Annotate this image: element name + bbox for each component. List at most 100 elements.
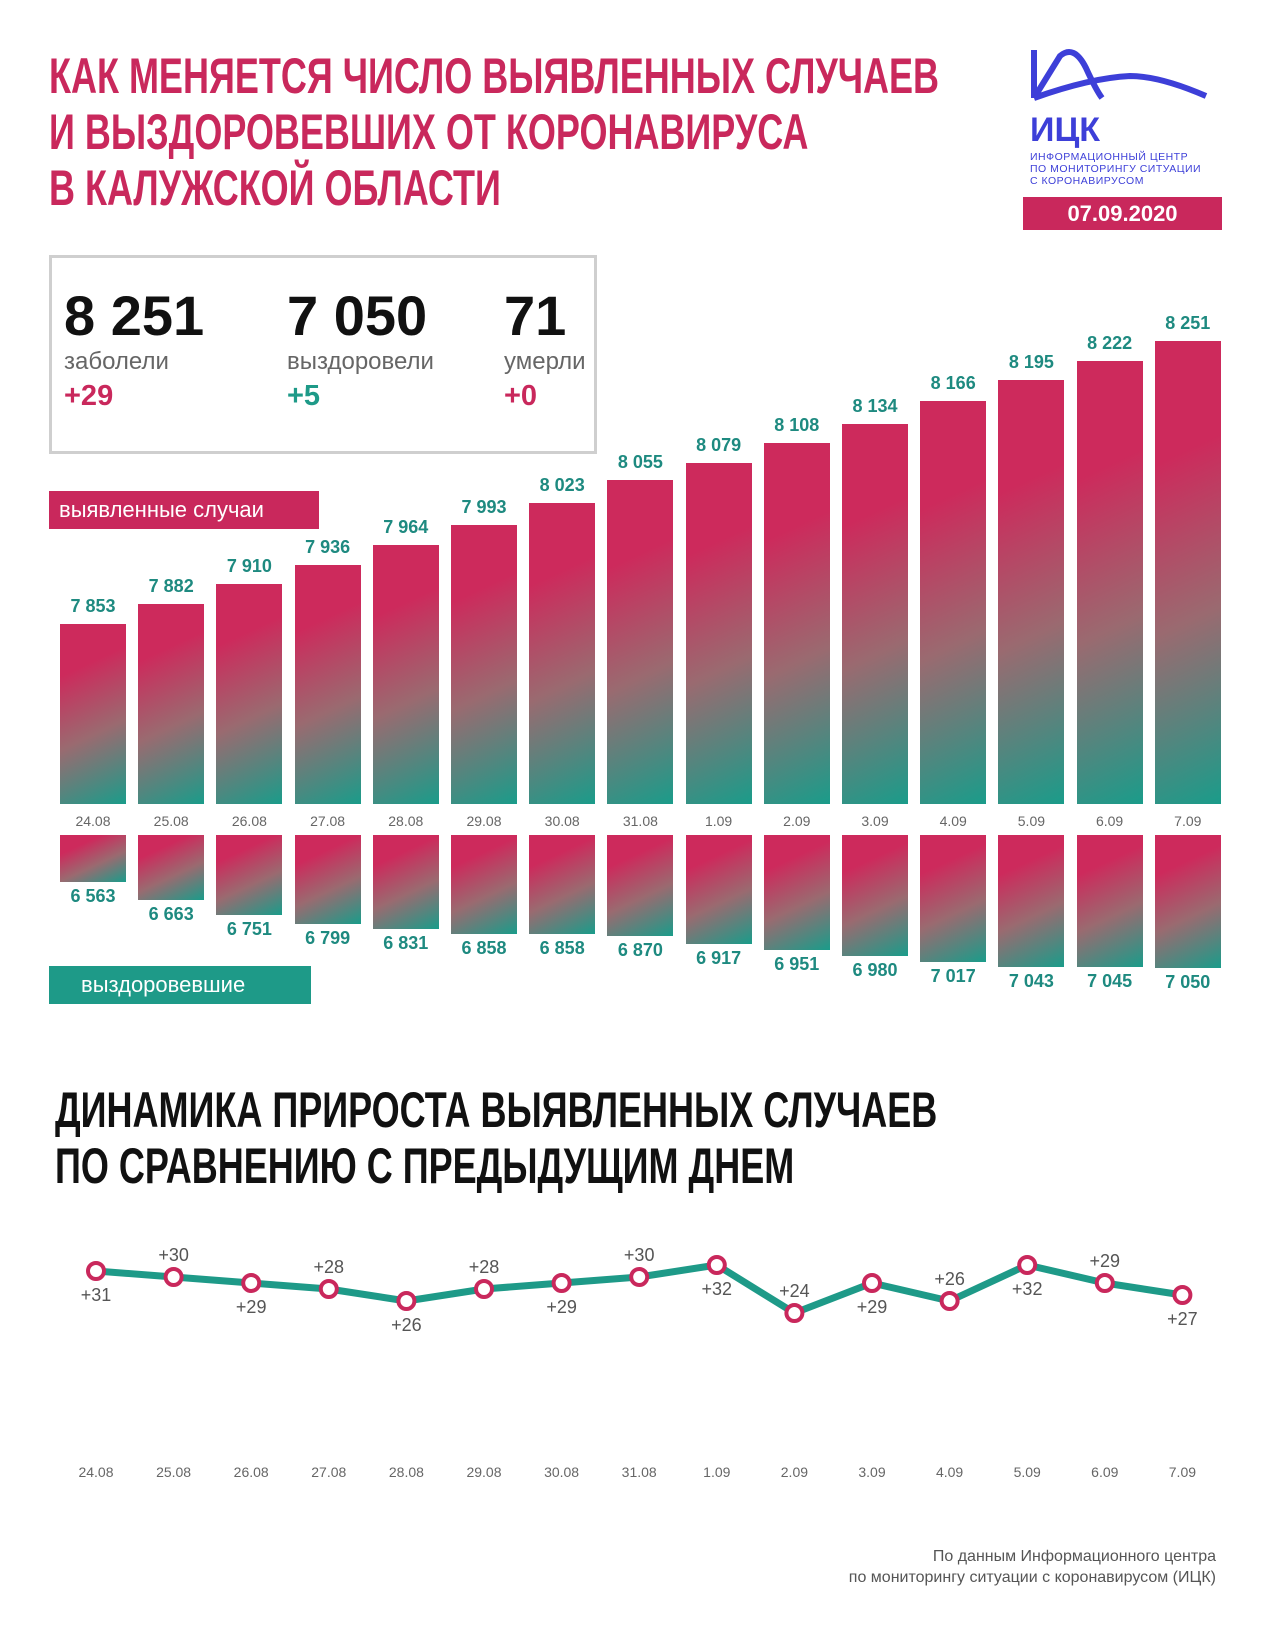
date-label: 1.09 xyxy=(704,813,733,829)
recovered-value-label: 6 799 xyxy=(305,927,351,948)
cases-value-label: 8 222 xyxy=(1087,333,1133,354)
cases-bar xyxy=(1076,361,1143,804)
point-value-label: +27 xyxy=(1167,1309,1198,1329)
cases-value-label: 7 910 xyxy=(226,555,272,576)
stat-delta: +0 xyxy=(504,380,538,412)
date-label: 7.09 xyxy=(1169,1464,1196,1480)
date-label: 29.08 xyxy=(466,1464,501,1480)
recovered-bar xyxy=(842,835,908,956)
data-point xyxy=(706,1255,727,1275)
cases-value-label: 8 195 xyxy=(1008,352,1054,373)
cases-value-label: 8 055 xyxy=(617,452,663,473)
recovered-bar xyxy=(998,835,1065,967)
cases-bar xyxy=(529,503,596,804)
line-chart-title: ДИНАМИКА ПРИРОСТА ВЫЯВЛЕННЫХ СЛУЧАЕВ ПО … xyxy=(55,1082,937,1194)
title-line: И ВЫЗДОРОВЕВШИХ ОТ КОРОНАВИРУСА xyxy=(49,104,809,160)
footer-source: По данным Информационного центра по мони… xyxy=(849,1546,1216,1588)
date-label: 25.08 xyxy=(156,1464,191,1480)
data-point xyxy=(1172,1285,1193,1305)
stat-label: выздоровели xyxy=(287,348,434,375)
data-point xyxy=(784,1303,805,1323)
point-value-label: +26 xyxy=(934,1269,965,1289)
cases-value-label: 8 166 xyxy=(930,373,976,394)
point-value-label: +32 xyxy=(702,1279,733,1299)
recovered-bar xyxy=(216,835,283,916)
recovered-value-label: 6 831 xyxy=(383,933,429,954)
cases-bar xyxy=(685,463,752,804)
title-line: ПО СРАВНЕНИЮ С ПРЕДЫДУЩИМ ДНЕМ xyxy=(55,1138,795,1194)
date-label: 4.09 xyxy=(939,813,967,829)
data-point xyxy=(629,1267,650,1287)
recovered-value-label: 7 050 xyxy=(1165,971,1211,992)
point-value-label: +29 xyxy=(546,1297,577,1317)
recovered-value-label: 6 751 xyxy=(226,919,272,940)
recovered-value-label: 6 917 xyxy=(696,948,742,969)
date-label: 27.08 xyxy=(311,1464,346,1480)
date-label: 6.09 xyxy=(1095,813,1124,829)
data-point xyxy=(86,1261,106,1281)
cases-value-label: 7 964 xyxy=(383,517,429,538)
recovered-value-label: 6 980 xyxy=(852,959,898,980)
cases-bar xyxy=(294,565,361,804)
icc-logo: ИЦК ИНФОРМАЦИОННЫЙ ЦЕНТР ПО МОНИТОРИНГУ … xyxy=(1030,48,1220,187)
cases-bar xyxy=(920,401,987,804)
recovered-value-label: 6 858 xyxy=(461,938,507,959)
data-point xyxy=(163,1267,184,1287)
cases-value-label: 7 853 xyxy=(70,596,116,617)
date-label: 26.08 xyxy=(231,813,267,829)
recovered-value-label: 6 663 xyxy=(148,903,194,924)
data-point xyxy=(396,1291,417,1311)
logo-text: ИНФОРМАЦИОННЫЙ ЦЕНТР ПО МОНИТОРИНГУ СИТУ… xyxy=(1030,151,1220,187)
stat-deaths: 71 умерли +0 xyxy=(504,286,586,413)
data-point xyxy=(1017,1255,1038,1275)
footer-line: По данным Информационного центра xyxy=(932,1548,1216,1565)
logo-line: ИНФОРМАЦИОННЫЙ ЦЕНТР xyxy=(1030,151,1189,163)
stat-value: 7 050 xyxy=(287,284,428,347)
page-title: КАК МЕНЯЕТСЯ ЧИСЛО ВЫЯВЛЕННЫХ СЛУЧАЕВ И … xyxy=(49,48,939,216)
cases-bar xyxy=(763,442,830,804)
date-label: 2.09 xyxy=(781,1464,808,1480)
date-label: 1.09 xyxy=(703,1464,730,1480)
data-point xyxy=(241,1273,262,1293)
line-chart: +31 24.08 +30 25.08 +29 26.08 +28 27.08 +26 28.08… xyxy=(78,1245,1198,1480)
logo-curve-icon xyxy=(1031,49,1208,101)
data-point xyxy=(1094,1273,1115,1293)
data-point xyxy=(939,1291,960,1311)
logo-abbr: ИЦК xyxy=(1030,111,1101,149)
point-value-label: +24 xyxy=(779,1281,810,1301)
point-value-label: +29 xyxy=(857,1297,888,1317)
date-label: 29.08 xyxy=(466,813,502,829)
cases-value-label: 8 251 xyxy=(1165,312,1211,333)
recovered-bar xyxy=(294,835,361,924)
date-label: 30.08 xyxy=(544,1464,579,1480)
stat-delta: +5 xyxy=(287,380,321,412)
point-value-label: +29 xyxy=(236,1297,267,1317)
recovered-bar xyxy=(685,835,752,945)
logo-line: С КОРОНАВИРУСОМ xyxy=(1030,175,1144,187)
title-line: КАК МЕНЯЕТСЯ ЧИСЛО ВЫЯВЛЕННЫХ СЛУЧАЕВ xyxy=(49,48,940,104)
date-label: 28.08 xyxy=(388,813,424,829)
date-label: 24.08 xyxy=(78,1464,113,1480)
date-label: 3.09 xyxy=(858,1464,885,1480)
cases-bar xyxy=(138,603,205,804)
date-label: 31.08 xyxy=(622,813,658,829)
date-label: 27.08 xyxy=(310,813,346,829)
stat-value: 71 xyxy=(504,284,567,347)
recovered-bar xyxy=(920,835,987,963)
recovered-value-label: 7 045 xyxy=(1087,971,1133,991)
data-point xyxy=(318,1279,339,1299)
point-value-label: +28 xyxy=(314,1257,345,1277)
logo-line: ПО МОНИТОРИНГУ СИТУАЦИИ xyxy=(1030,163,1202,175)
cases-bar xyxy=(842,423,908,804)
point-value-label: +31 xyxy=(81,1285,112,1305)
cases-bar xyxy=(451,524,517,804)
recovered-bar xyxy=(451,835,517,935)
cases-bar xyxy=(607,480,674,804)
date-label: 30.08 xyxy=(544,813,580,829)
date-label: 28.08 xyxy=(389,1464,424,1480)
stat-value: 8 251 xyxy=(64,284,205,347)
stat-cases: 8 251 заболели +29 xyxy=(64,286,204,413)
cases-value-label: 8 134 xyxy=(852,395,898,416)
date-label: 2.09 xyxy=(783,813,811,829)
